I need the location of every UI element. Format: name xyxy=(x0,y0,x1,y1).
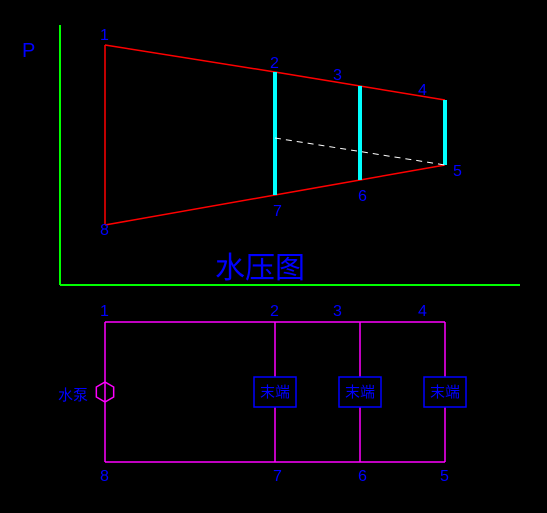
label: 4 xyxy=(418,303,427,321)
label: 6 xyxy=(358,188,367,206)
svg-text:末端: 末端 xyxy=(260,384,290,401)
label: 5 xyxy=(440,468,449,486)
label: 2 xyxy=(270,303,279,321)
label: 5 xyxy=(453,163,462,181)
label: 3 xyxy=(333,67,342,85)
label: 6 xyxy=(358,468,367,486)
label: 7 xyxy=(273,203,282,221)
svg-text:末端: 末端 xyxy=(345,384,375,401)
label: 水泵 xyxy=(58,384,88,405)
label: 4 xyxy=(418,82,427,100)
label: 8 xyxy=(100,222,109,240)
label: 2 xyxy=(270,55,279,73)
svg-text:末端: 末端 xyxy=(430,384,460,401)
label: 3 xyxy=(333,303,342,321)
label: P xyxy=(22,40,35,63)
label: 8 xyxy=(100,468,109,486)
label: 1 xyxy=(100,27,109,45)
label: 7 xyxy=(273,468,282,486)
label: 1 xyxy=(100,303,109,321)
label: 水压图 xyxy=(215,243,305,287)
